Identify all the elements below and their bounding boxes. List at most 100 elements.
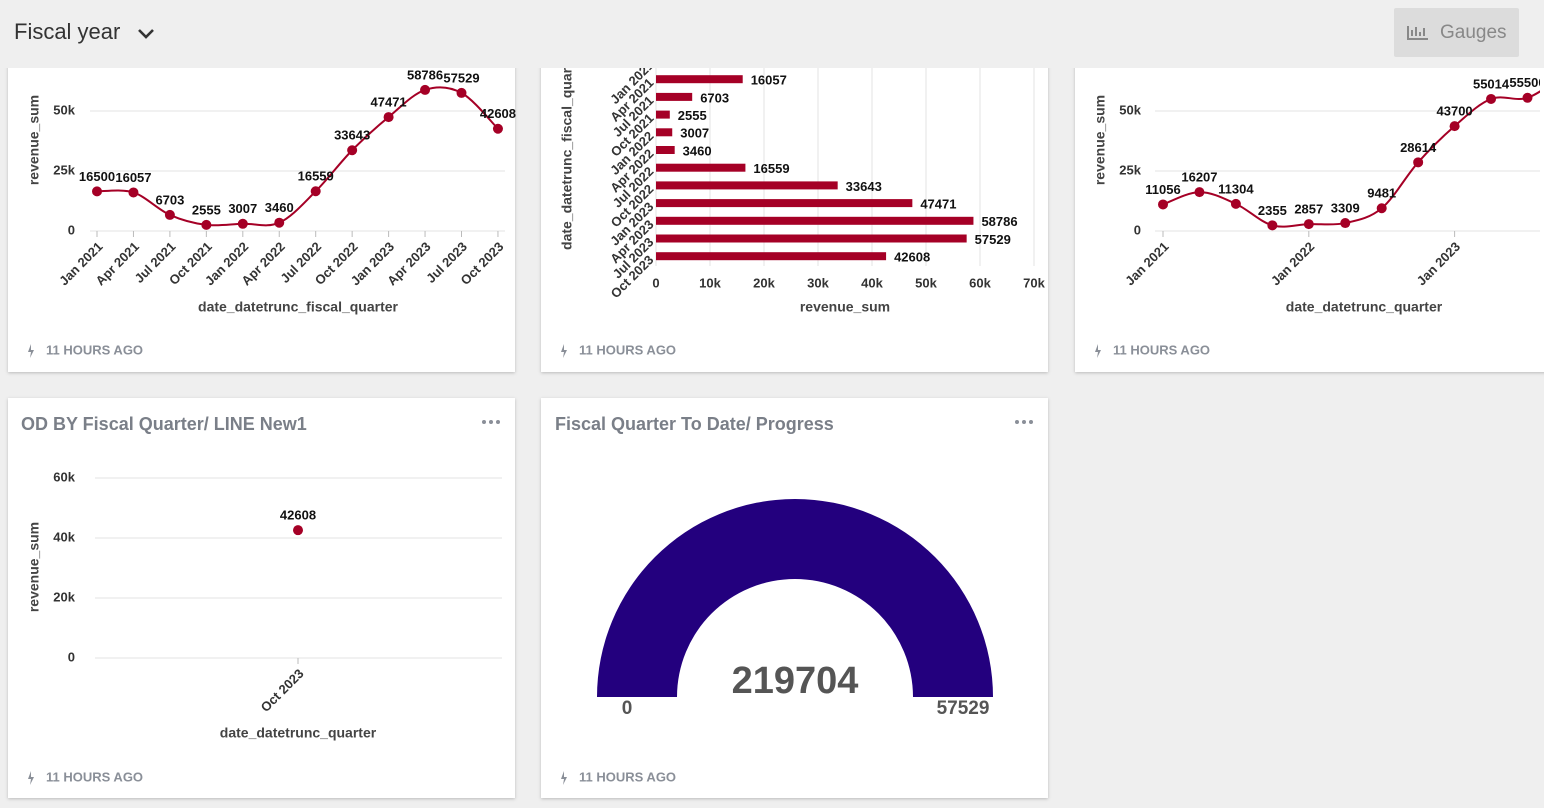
value-label: 2857 bbox=[1294, 202, 1323, 217]
y-tick-label: 0 bbox=[1134, 222, 1141, 237]
panel bbox=[8, 40, 515, 372]
gauges-button[interactable] bbox=[1394, 8, 1519, 57]
value-label: 33643 bbox=[846, 179, 882, 194]
gauge-max: 57529 bbox=[937, 698, 990, 719]
y-axis-title: revenue_sum bbox=[26, 95, 42, 185]
filter-title[interactable]: Fiscal year bbox=[14, 19, 120, 44]
panel-footer: 11 HOURS AGO bbox=[579, 342, 676, 357]
value-label: 42608 bbox=[894, 250, 930, 265]
bolt-icon bbox=[28, 771, 34, 785]
gauge-arc bbox=[597, 499, 993, 697]
point bbox=[347, 145, 358, 156]
point bbox=[492, 123, 503, 134]
panel-footer: 11 HOURS AGO bbox=[46, 769, 143, 784]
bolt-icon bbox=[561, 344, 567, 358]
bolt-icon bbox=[28, 344, 34, 358]
value-label: 16500 bbox=[79, 169, 115, 184]
value-label: 58786 bbox=[981, 214, 1017, 229]
chevron[interactable] bbox=[138, 29, 154, 39]
point bbox=[1158, 199, 1168, 210]
value-label: 16559 bbox=[298, 169, 334, 184]
bar bbox=[656, 199, 913, 208]
x-tick-label: 30k bbox=[807, 275, 829, 290]
panel-title: OD BY Fiscal Quarter/ LINE New1 bbox=[21, 414, 307, 434]
menu-dot[interactable] bbox=[482, 420, 486, 424]
button-label[interactable]: Gauges bbox=[1440, 22, 1507, 43]
value-label: 11056 bbox=[1145, 182, 1180, 197]
value-label: 9481 bbox=[1367, 186, 1396, 201]
point bbox=[310, 186, 321, 197]
menu-dot[interactable] bbox=[1015, 420, 1019, 424]
x-tick-label: 10k bbox=[699, 275, 721, 290]
y-tick-label: 25k bbox=[53, 162, 75, 177]
x-axis-title: date_datetrunc_fiscal_quarter bbox=[198, 299, 399, 315]
value-label: 55500 bbox=[1509, 75, 1544, 90]
y-tick-label: 50k bbox=[53, 102, 75, 117]
bar bbox=[656, 234, 967, 243]
menu-dot[interactable] bbox=[496, 420, 500, 424]
bar bbox=[656, 92, 693, 101]
panel-footer: 11 HOURS AGO bbox=[579, 769, 676, 784]
value-label: 47471 bbox=[920, 197, 956, 212]
panel-footer: 11 HOURS AGO bbox=[46, 342, 143, 357]
point bbox=[1449, 121, 1460, 132]
value-label: 33643 bbox=[334, 128, 370, 143]
panel-footer: 11 HOURS AGO bbox=[1113, 342, 1210, 357]
point bbox=[1486, 93, 1497, 104]
value-label: 16057 bbox=[115, 170, 151, 185]
point bbox=[237, 218, 248, 229]
point bbox=[1376, 203, 1387, 214]
bar bbox=[656, 128, 673, 137]
y-tick-label: 25k bbox=[1119, 162, 1141, 177]
point bbox=[1230, 198, 1241, 209]
point bbox=[293, 525, 303, 536]
value-label: 28614 bbox=[1400, 140, 1437, 155]
value-label: 6703 bbox=[155, 192, 184, 207]
chart-icon bbox=[1407, 26, 1428, 40]
x-tick-label: 20k bbox=[753, 275, 775, 290]
value-label: 42608 bbox=[280, 508, 316, 523]
value-label: 3309 bbox=[1331, 200, 1360, 215]
menu-dot[interactable] bbox=[1022, 420, 1026, 424]
bar bbox=[656, 181, 838, 190]
y-tick-label: 50k bbox=[1119, 102, 1141, 117]
bar bbox=[656, 216, 974, 225]
x-tick-label: 70k bbox=[1023, 275, 1045, 290]
bolt-icon bbox=[1095, 344, 1101, 358]
y-tick-label: 60k bbox=[53, 469, 75, 484]
panel-title: Fiscal Quarter To Date/ Progress bbox=[555, 414, 834, 434]
point bbox=[1267, 220, 1278, 231]
value-label: 3460 bbox=[265, 200, 294, 215]
bar bbox=[656, 75, 743, 84]
panel bbox=[541, 398, 1048, 798]
y-tick-label: 40k bbox=[53, 529, 75, 544]
menu-dot[interactable] bbox=[489, 420, 493, 424]
point bbox=[1303, 219, 1314, 230]
point bbox=[383, 112, 394, 123]
y-tick-label: 20k bbox=[53, 589, 75, 604]
gauge-value: 219704 bbox=[732, 660, 859, 702]
menu-dot[interactable] bbox=[1029, 420, 1033, 424]
bar bbox=[656, 110, 670, 119]
y-tick-label: 0 bbox=[68, 222, 75, 237]
point bbox=[1340, 218, 1351, 229]
value-label: 47471 bbox=[371, 95, 407, 110]
panel bbox=[1075, 40, 1544, 372]
value-label: 2555 bbox=[192, 202, 221, 217]
point bbox=[1413, 157, 1424, 168]
y-axis-title: date_datetrunc_fiscal_quarter bbox=[559, 49, 575, 250]
value-label: 2555 bbox=[678, 108, 707, 123]
y-axis-title: revenue_sum bbox=[1092, 95, 1108, 185]
point bbox=[1194, 187, 1205, 198]
value-label: 55014 bbox=[1473, 76, 1510, 91]
value-label: 42608 bbox=[480, 106, 516, 121]
x-tick-label: 50k bbox=[915, 275, 937, 290]
x-axis-title: date_datetrunc_quarter bbox=[220, 725, 377, 741]
x-axis-title: date_datetrunc_quarter bbox=[1286, 299, 1443, 315]
point bbox=[1522, 92, 1533, 103]
bar bbox=[656, 146, 675, 154]
point bbox=[92, 186, 102, 197]
x-tick-label: 60k bbox=[969, 275, 991, 290]
bolt-icon bbox=[561, 771, 567, 785]
